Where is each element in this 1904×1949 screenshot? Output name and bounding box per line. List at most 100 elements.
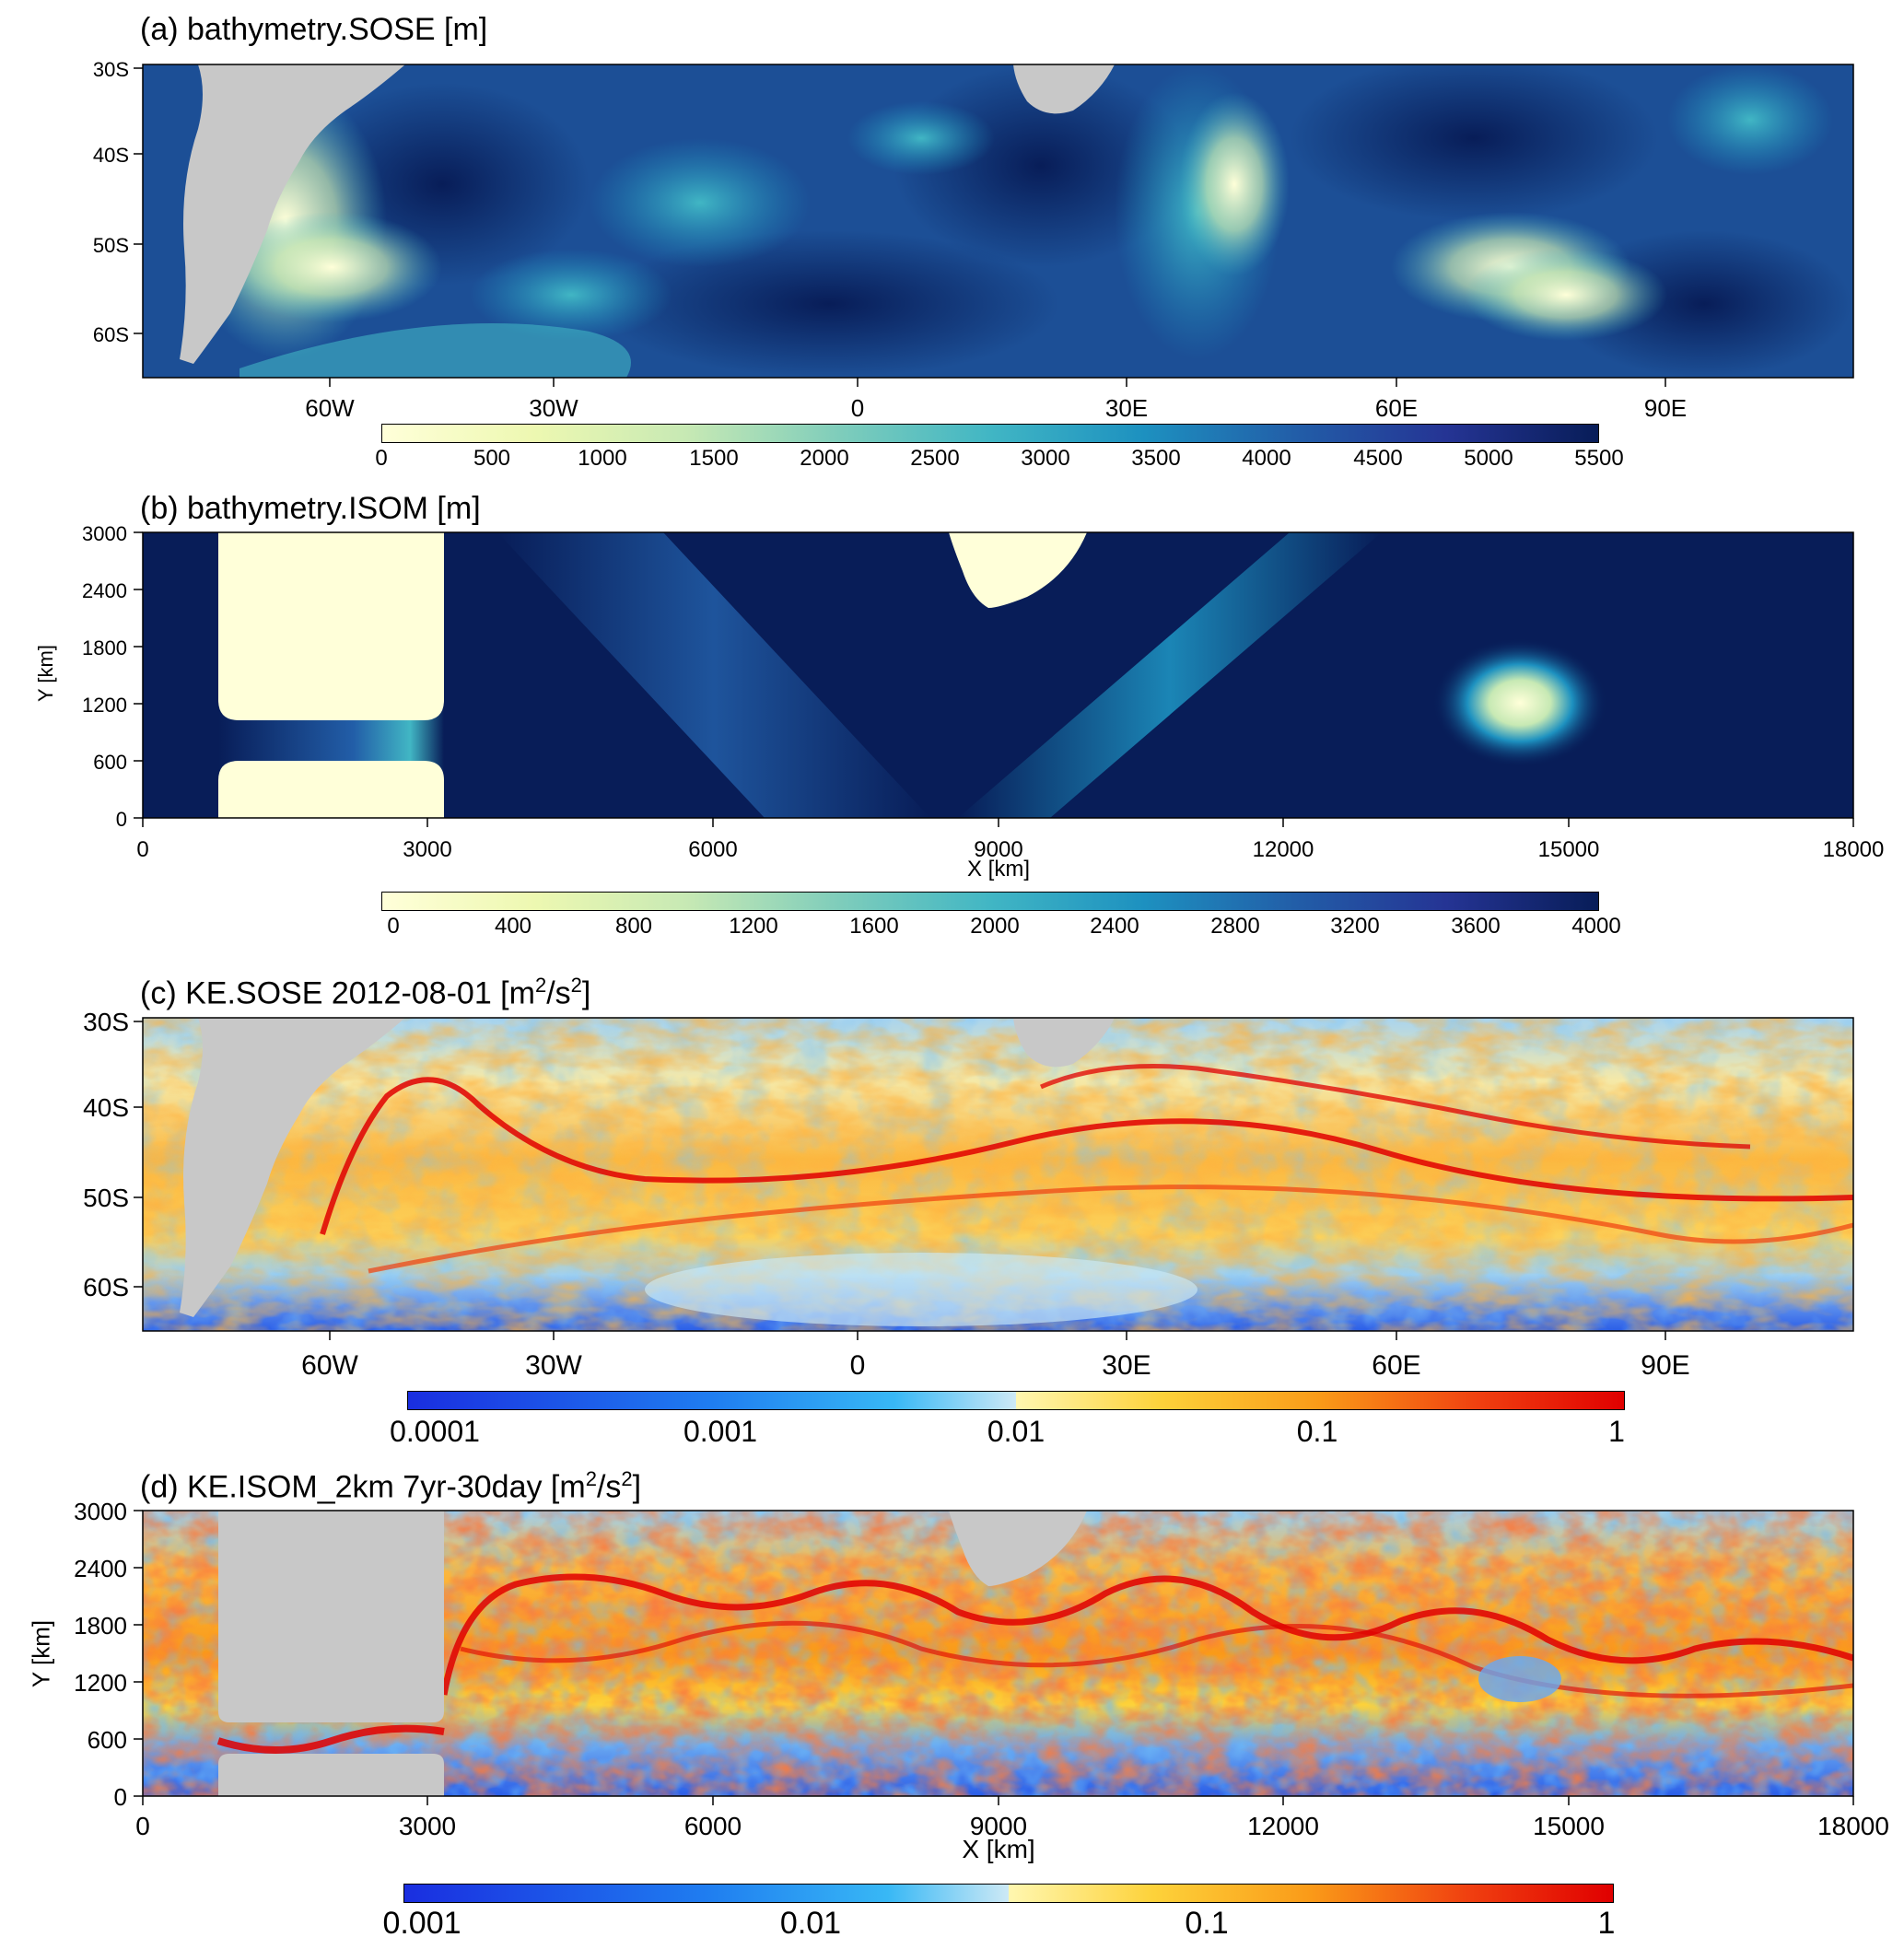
colorbar-tick-label: 1 xyxy=(1608,1415,1625,1448)
y-tick-label: 600 xyxy=(88,1726,127,1754)
colorbar-tick-label: 2000 xyxy=(800,446,849,471)
x-tick-label: 6000 xyxy=(684,1812,742,1840)
panel-c-title: (c) KE.SOSE 2012-08-01 [m2/s2] xyxy=(140,967,590,1011)
south-america-land xyxy=(143,64,405,364)
ridge-shading xyxy=(497,532,930,818)
colorbar-tick-label: 1000 xyxy=(578,446,627,471)
continent-south-block xyxy=(218,761,444,818)
x-tick-label: 30E xyxy=(1105,394,1148,422)
colorbar-tick-label: 0.01 xyxy=(779,1906,842,1941)
x-tick-label: 15000 xyxy=(1533,1812,1605,1840)
colorbar-tick-label: 2500 xyxy=(910,446,960,471)
panel-d-yticks: 3000 2400 1800 1200 600 0 xyxy=(74,1498,143,1811)
y-tick-label: 60S xyxy=(93,323,129,346)
seamount xyxy=(1432,638,1607,767)
colorbar-tick-label: 3000 xyxy=(1021,446,1070,471)
panel-d-title-sup: 2 xyxy=(585,1467,597,1490)
africa-land xyxy=(1013,1018,1115,1068)
panel-b-colorbar-ramp xyxy=(381,892,1599,911)
x-tick-label: 60E xyxy=(1372,1350,1420,1381)
panel-b-title: (b) bathymetry.ISOM [m] xyxy=(140,491,481,526)
panel-a-yticks: 30S 40S 50S 60S xyxy=(93,58,143,346)
panel-b: (b) bathymetry.ISOM [m] xyxy=(0,479,1904,958)
colorbar-tick-label: 4000 xyxy=(1242,446,1291,471)
colorbar-tick-label: 3600 xyxy=(1451,914,1501,939)
colorbar-tick-label: 400 xyxy=(494,914,532,939)
panel-a: (a) bathymetry.SOSE [m] xyxy=(0,0,1904,479)
panel-c-yticks: 30S 40S 50S 60S xyxy=(83,1008,143,1301)
colorbar-tick-label: 800 xyxy=(614,914,653,939)
panel-d-colorbar: 0.001 0.01 0.1 1 xyxy=(382,1884,1615,1948)
x-tick-label: 9000 xyxy=(974,837,1022,862)
colorbar-tick-label: 4500 xyxy=(1353,446,1403,471)
panel-d-title-mid: /s xyxy=(596,1469,622,1505)
panel-c-title-sup: 2 xyxy=(570,974,582,997)
colorbar-tick-label: 3500 xyxy=(1131,446,1181,471)
y-tick-label: 1800 xyxy=(74,1612,127,1640)
colorbar-tick-label: 0.001 xyxy=(683,1415,758,1448)
continent-north-block xyxy=(218,532,444,720)
x-tick-label: 12000 xyxy=(1247,1812,1319,1840)
y-tick-label: 50S xyxy=(93,234,129,257)
x-tick-label: 90E xyxy=(1644,394,1687,422)
panel-c-title-main: (c) KE.SOSE 2012-08-01 [m xyxy=(140,975,535,1011)
panel-d-title-main: (d) KE.ISOM_2km 7yr-30day [m xyxy=(140,1469,586,1505)
x-tick-label: 0 xyxy=(851,394,864,422)
x-tick-label: 18000 xyxy=(1823,837,1885,862)
africa-block xyxy=(949,1511,1087,1586)
panel-d-title: (d) KE.ISOM_2km 7yr-30day [m2/s2] xyxy=(140,1461,641,1505)
colorbar-tick-label: 2000 xyxy=(970,914,1020,939)
y-tick-label: 600 xyxy=(93,751,127,774)
continent-south-block xyxy=(218,1754,444,1796)
africa-land xyxy=(1013,64,1115,114)
y-tick-label: 3000 xyxy=(74,1498,127,1525)
y-tick-label: 1200 xyxy=(82,694,127,717)
panel-c-title-end: ] xyxy=(581,975,591,1011)
panel-d-plot: 0 3000 6000 9000 12000 15000 18000 3000 … xyxy=(74,1498,1889,1840)
x-tick-label: 9000 xyxy=(970,1812,1027,1840)
panel-c-title-sup: 2 xyxy=(534,974,547,997)
colorbar-tick-label: 2800 xyxy=(1210,914,1260,939)
x-tick-label: 60W xyxy=(305,394,355,422)
colorbar-tick-label: 0.1 xyxy=(1296,1415,1338,1448)
y-tick-label: 30S xyxy=(83,1008,129,1036)
panel-b-plot: 0 3000 6000 9000 12000 15000 18000 3000 … xyxy=(82,522,1884,862)
x-tick-label: 6000 xyxy=(688,837,737,862)
x-tick-label: 90E xyxy=(1641,1350,1689,1381)
panel-a-colorbar-ramp xyxy=(381,424,1599,443)
colorbar-tick-label: 3200 xyxy=(1330,914,1380,939)
x-tick-label: 3000 xyxy=(403,837,451,862)
y-tick-label: 2400 xyxy=(82,579,127,602)
colorbar-tick-label: 1200 xyxy=(729,914,778,939)
south-america-land xyxy=(143,1018,405,1317)
colorbar-tick-label: 1500 xyxy=(689,446,739,471)
x-tick-label: 30W xyxy=(529,394,578,422)
colorbar-tick-label: 0 xyxy=(375,446,388,471)
panel-d: (d) KE.ISOM_2km 7yr-30day [m2/s2] xyxy=(0,1455,1904,1949)
y-tick-label: 40S xyxy=(83,1093,129,1122)
x-tick-label: 60E xyxy=(1375,394,1418,422)
x-tick-label: 15000 xyxy=(1538,837,1600,862)
colorbar-tick-label: 0.001 xyxy=(382,1906,461,1941)
panel-d-title-end: ] xyxy=(632,1469,642,1505)
panel-d-ylabel: Y [km] xyxy=(27,1619,55,1688)
panel-a-xticks: 60W 30W 0 30E 60E 90E xyxy=(305,378,1687,422)
y-tick-label: 40S xyxy=(93,144,129,167)
colorbar-tick-label: 0.0001 xyxy=(390,1415,480,1448)
continent-north-block xyxy=(218,1511,444,1722)
y-tick-label: 30S xyxy=(93,58,129,81)
panel-b-xticks: 0 3000 6000 9000 12000 15000 18000 xyxy=(136,818,1884,862)
panel-b-field xyxy=(143,532,1853,818)
x-tick-label: 3000 xyxy=(399,1812,456,1840)
panel-d-title-sup: 2 xyxy=(621,1467,633,1490)
x-tick-label: 0 xyxy=(850,1350,866,1381)
panel-c-field xyxy=(143,1018,1853,1331)
y-tick-label: 1800 xyxy=(82,636,127,659)
x-tick-label: 0 xyxy=(135,1812,150,1840)
panel-d-colorbar-ramp xyxy=(403,1884,1614,1903)
panel-c: (c) KE.SOSE 2012-08-01 [m2/s2] xyxy=(0,958,1904,1455)
panel-c-frame xyxy=(142,1017,1854,1332)
panel-b-ylabel: Y [km] xyxy=(34,645,57,702)
panel-c-plot: 60W 30W 0 30E 60E 90E 30S 40S 50S 60S xyxy=(83,1008,1854,1381)
africa-block xyxy=(949,532,1087,608)
